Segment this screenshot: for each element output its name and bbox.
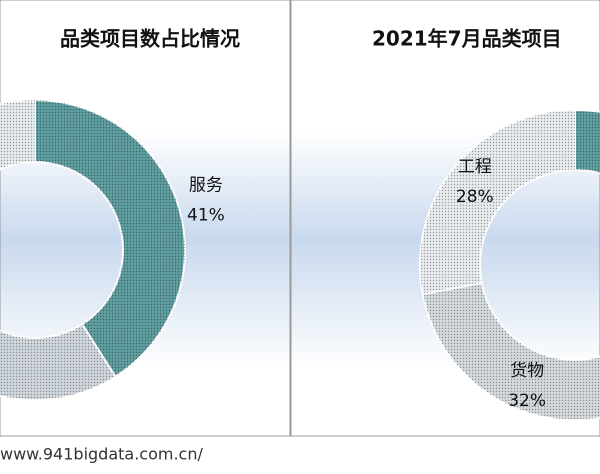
- slice-label: 服务: [189, 175, 223, 195]
- chart: 货物 32% 工程 28% 2021年7月品类项目: [372, 27, 600, 421]
- slice-value-label: 32%: [508, 391, 546, 411]
- slice-texture: [575, 110, 600, 174]
- chart: 服务 41% 品类项目数占比情况: [0, 27, 240, 401]
- slice-texture: [0, 100, 35, 170]
- slice-texture: [0, 324, 116, 400]
- slice-texture: [35, 100, 185, 377]
- slice-value-label: 41%: [187, 205, 225, 225]
- slice-value-label: 28%: [456, 187, 494, 207]
- slice-label: 工程: [458, 157, 492, 177]
- chart-title: 品类项目数占比情况: [60, 27, 240, 51]
- slice-texture: [420, 110, 575, 295]
- footer: www.941bigdata.com.cn/: [0, 445, 203, 464]
- slice-label: 货物: [510, 361, 544, 381]
- chart-title: 2021年7月品类项目: [372, 27, 562, 51]
- slice-texture: [422, 282, 600, 420]
